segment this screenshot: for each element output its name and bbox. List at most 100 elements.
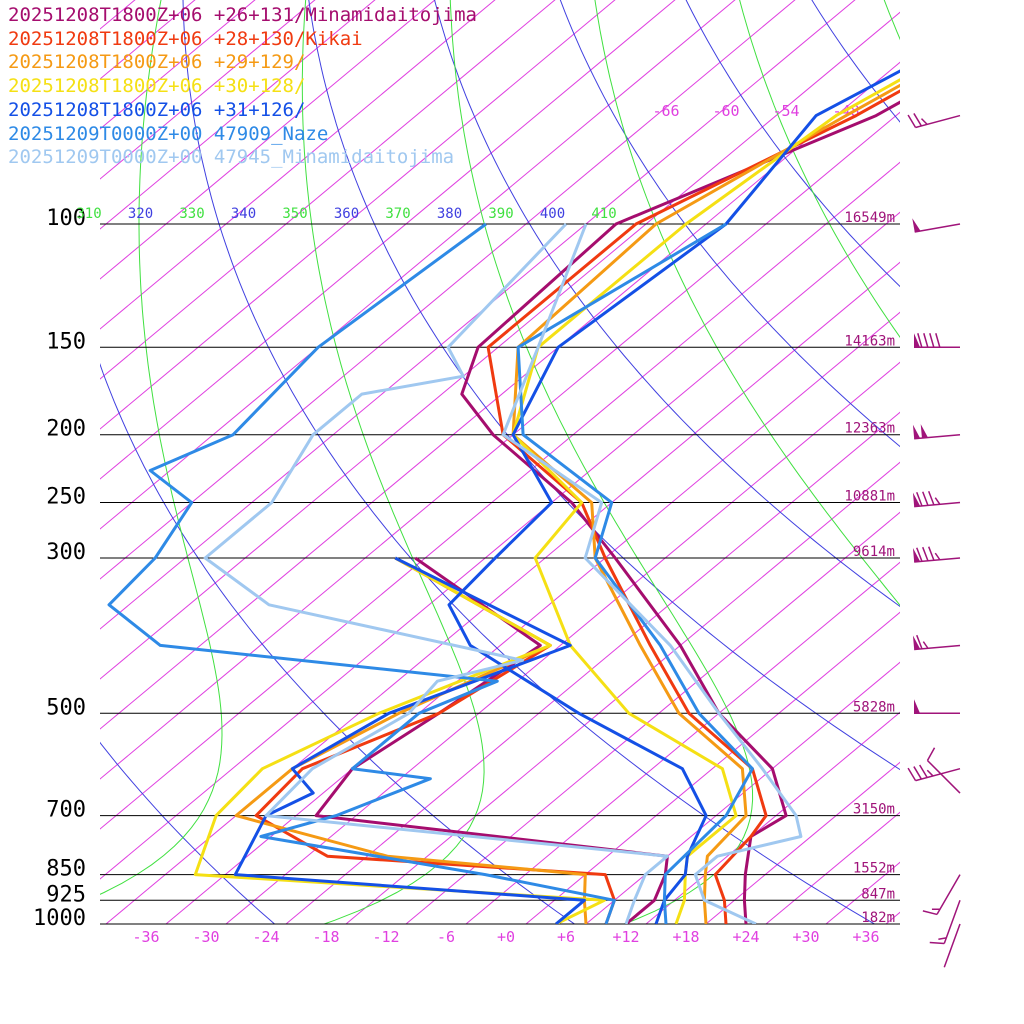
moist-adiabat-line [927, 0, 1024, 939]
pressure-label: 1000 [33, 906, 86, 931]
isotherm-line [1006, 0, 1024, 924]
height-label: 16549m [844, 210, 895, 226]
temperature-trace [501, 223, 803, 924]
dry-adiabat-line [685, 0, 900, 288]
pressure-label: 925 [46, 882, 86, 907]
x-tick-label: +24 [732, 928, 759, 946]
legend-entry: 20251209T0000Z+00 47909_Naze [8, 122, 329, 145]
wind-barb [907, 113, 961, 129]
isotherm-line [100, 0, 736, 530]
dewpoint-trace [203, 222, 669, 924]
height-label: 9614m [853, 544, 895, 560]
isotherm-line [100, 0, 556, 380]
isotherm-line [525, 611, 900, 924]
legend-entry: 20251208T1800Z+06 +31+126/ [8, 98, 306, 121]
isotherm-line [946, 0, 1024, 924]
moist-adiabat-line [449, 0, 754, 924]
height-label: 12363m [844, 421, 895, 437]
theta-label: 410 [591, 206, 616, 222]
dry-adiabat-line [182, 0, 876, 924]
legend: 20251208T1800Z+06 +26+131/Minamidaitojim… [8, 4, 477, 170]
isotherm-line [100, 0, 616, 430]
pressure-label: 150 [46, 329, 86, 354]
wind-barb [914, 699, 960, 715]
height-label: 847m [861, 886, 895, 902]
isotherm-line [825, 861, 900, 924]
theta-label: 340 [231, 206, 256, 222]
theta-label: 360 [334, 206, 359, 222]
temperature-trace [447, 69, 900, 924]
x-tick-label: -36 [132, 928, 159, 946]
isotherm-line [465, 561, 900, 924]
isotherm-line [105, 261, 900, 924]
isotherm-line [100, 0, 856, 630]
x-tick-label: -30 [192, 928, 219, 946]
theta-label: 320 [128, 206, 153, 222]
theta-label: 390 [488, 206, 513, 222]
x-tick-label: +36 [852, 928, 879, 946]
theta-label: 380 [437, 206, 462, 222]
theta-label: 330 [179, 206, 204, 222]
moist-adiabat-line [100, 0, 223, 895]
isotherm-label: -54 [772, 102, 799, 120]
height-label: 182m [861, 910, 895, 926]
isotherm-line [100, 0, 436, 280]
pressure-label: 300 [46, 540, 86, 565]
axis-labels: 100 16549m 150 14163m 200 12363m 250 10881m 300 9… [33, 102, 895, 946]
isotherm-line [100, 161, 900, 830]
isotherm-line [100, 11, 900, 680]
moist-adiabat-line [883, 0, 900, 41]
pressure-label: 250 [46, 485, 86, 510]
pressure-label: 200 [46, 417, 86, 442]
isotherm-line [100, 0, 316, 180]
moist-adiabat-line [301, 0, 485, 924]
theta-label: 370 [385, 206, 410, 222]
x-tick-label: +12 [612, 928, 639, 946]
height-label: 10881m [844, 489, 895, 505]
isotherm-label: -60 [712, 102, 739, 120]
moist-adiabat-line [739, 0, 900, 339]
isotherm-line [100, 211, 900, 880]
isotherm-line [100, 0, 376, 230]
x-tick-label: +6 [557, 928, 575, 946]
theta-label: 400 [540, 206, 565, 222]
isotherm-line [885, 911, 900, 924]
height-label: 3150m [853, 802, 895, 818]
wind-barb [926, 747, 961, 794]
dewpoint-trace [234, 556, 588, 924]
dry-adiabat-line [559, 0, 900, 448]
legend-entry: 20251208T1800Z+06 +29+129/ [8, 51, 306, 74]
height-label: 5828m [853, 699, 895, 715]
theta-label: 350 [282, 206, 307, 222]
wind-barbs [907, 113, 961, 968]
isotherm-line [405, 511, 900, 924]
x-tick-label: -12 [372, 928, 399, 946]
wind-barb [922, 874, 961, 916]
wind-barb [907, 764, 961, 782]
wind-barb [912, 490, 961, 508]
dry-adiabat-line [100, 362, 576, 924]
temperature-trace [516, 222, 754, 924]
wind-barb [912, 546, 961, 563]
pressure-label: 500 [46, 695, 86, 720]
x-tick-label: +0 [497, 928, 515, 946]
dewpoint-trace [233, 556, 586, 924]
temperature-trace [511, 83, 900, 924]
dry-adiabat-line [308, 0, 900, 771]
isotherm-line [100, 0, 796, 580]
pressure-label: 700 [46, 798, 86, 823]
sounding-traces [107, 69, 900, 924]
legend-entry: 20251208T1800Z+06 +30+128/ [8, 75, 306, 98]
legend-entry: 20251208T1800Z+06 +26+131/Minamidaitojim… [8, 4, 477, 26]
wind-barb [912, 634, 961, 651]
theta-label: 310 [76, 206, 101, 222]
wind-barb [943, 923, 961, 968]
isotherm-line [285, 411, 900, 924]
isotherm-line [100, 0, 496, 330]
dewpoint-trace [107, 222, 616, 924]
isotherm-label: -66 [652, 102, 679, 120]
height-label: 1552m [853, 861, 895, 877]
isotherm-line [225, 361, 900, 924]
legend-entry: 20251209T0000Z+00 47945_Minamidaitojima [8, 146, 455, 169]
